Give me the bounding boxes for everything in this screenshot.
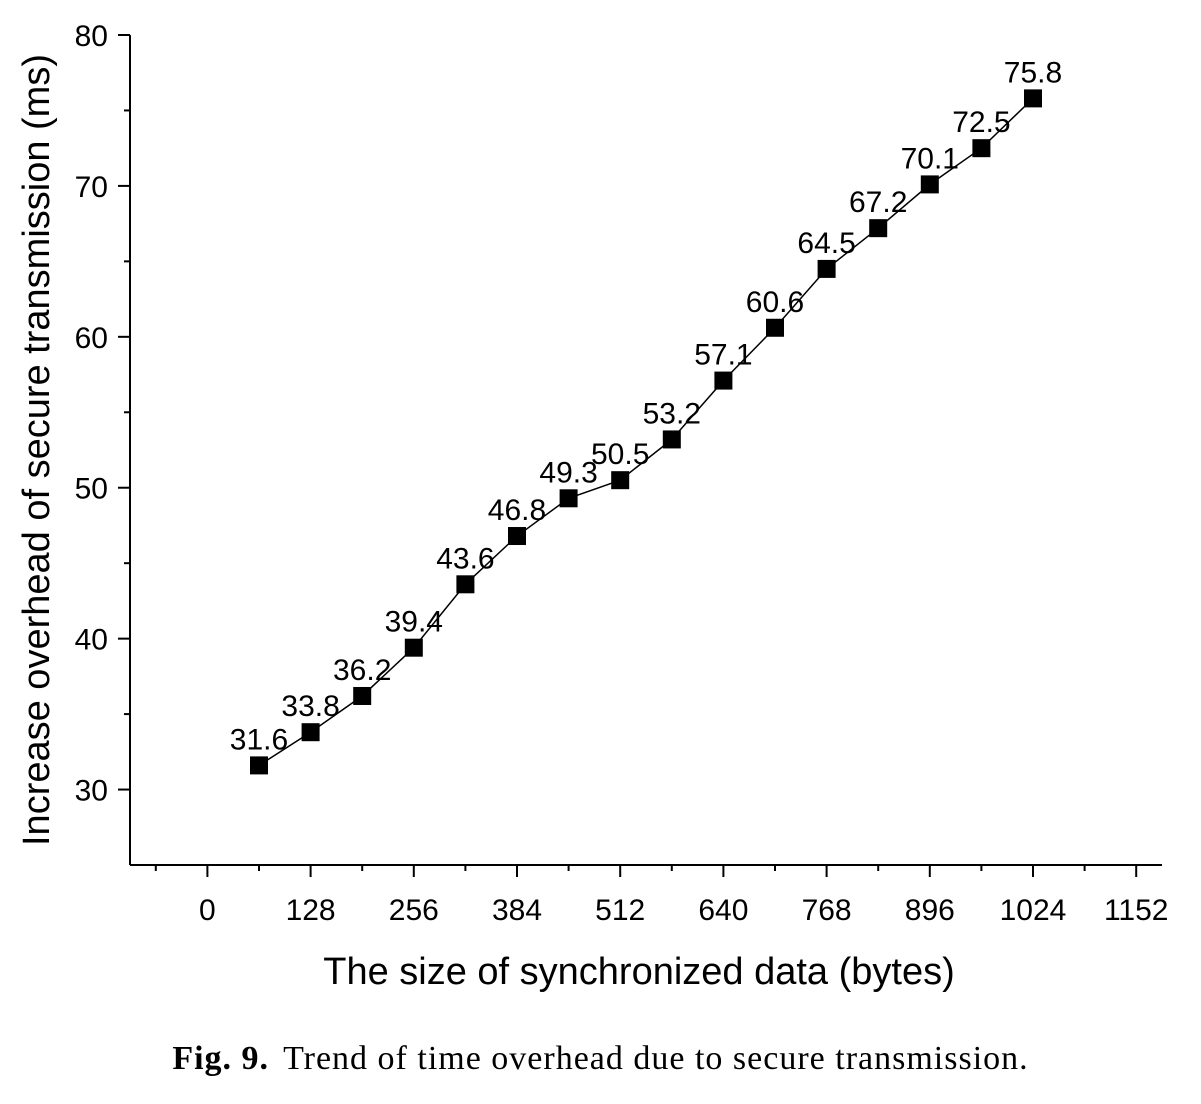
x-axis-title: The size of synchronized data (bytes) — [323, 951, 955, 993]
data-label: 50.5 — [591, 438, 649, 471]
figure-caption: Fig. 9. Trend of time overhead due to sec… — [0, 1040, 1201, 1078]
x-tick-label: 1024 — [1000, 894, 1067, 927]
data-point — [301, 723, 320, 742]
y-tick-label: 30 — [75, 775, 108, 808]
caption-text: Trend of time overhead due to secure tra… — [283, 1040, 1029, 1077]
data-point — [920, 175, 939, 194]
data-point — [714, 371, 733, 390]
data-point — [817, 259, 836, 278]
data-label: 75.8 — [1004, 56, 1062, 89]
x-tick-label: 896 — [905, 894, 955, 927]
data-point — [404, 638, 423, 657]
data-point — [869, 219, 888, 238]
data-label: 64.5 — [797, 227, 855, 260]
data-point — [508, 527, 526, 546]
data-labels: 31.633.836.2 39.4 43.6 46.8 49.350.5 53.2 57.1… — [230, 56, 1062, 756]
series-group — [250, 89, 1042, 775]
x-tick-label: 384 — [492, 894, 542, 927]
data-label: 36.2 — [333, 654, 391, 687]
figure-number: Fig. 9. — [172, 1040, 270, 1077]
y-tick-label: 40 — [75, 624, 108, 657]
data-label: 43.6 — [436, 542, 494, 575]
axes: 30 40 50 60 70 80 0 128 256 384 512 640 768 896 1024 11… — [75, 20, 1169, 927]
data-point — [250, 756, 268, 775]
data-label: 72.5 — [952, 106, 1010, 139]
data-label: 49.3 — [539, 456, 597, 489]
x-tick-label: 256 — [389, 894, 439, 927]
data-point — [662, 430, 681, 449]
data-label: 57.1 — [694, 339, 752, 372]
data-label: 33.8 — [281, 690, 339, 723]
data-label: 60.6 — [746, 286, 804, 319]
data-label: 31.6 — [230, 723, 288, 756]
data-point — [456, 575, 475, 594]
y-tick-label: 80 — [75, 20, 108, 53]
data-point — [353, 686, 372, 705]
data-point — [559, 489, 578, 508]
y-tick-label: 70 — [75, 171, 108, 204]
data-label: 67.2 — [849, 186, 907, 219]
data-label: 39.4 — [385, 606, 443, 639]
x-tick-label: 640 — [698, 894, 748, 927]
data-label: 46.8 — [488, 494, 546, 527]
data-label: 70.1 — [901, 142, 959, 175]
x-tick-label: 128 — [286, 894, 336, 927]
data-point — [972, 139, 991, 158]
x-tick-label: 0 — [199, 894, 216, 927]
y-axis-title: Increase overhead of secure transmission… — [16, 54, 58, 846]
y-tick-label: 50 — [75, 473, 108, 506]
data-point — [1024, 89, 1042, 108]
data-point — [766, 318, 784, 337]
series-line — [258, 97, 1034, 767]
chart: 30 40 50 60 70 80 0 128 256 384 512 640 768 896 1024 11… — [16, 20, 1169, 993]
x-tick-label: 768 — [802, 894, 852, 927]
y-tick-label: 60 — [75, 322, 108, 355]
data-point — [611, 471, 630, 490]
x-tick-label: 512 — [595, 894, 645, 927]
data-label: 53.2 — [643, 397, 701, 430]
x-tick-label: 1152 — [1104, 894, 1169, 927]
